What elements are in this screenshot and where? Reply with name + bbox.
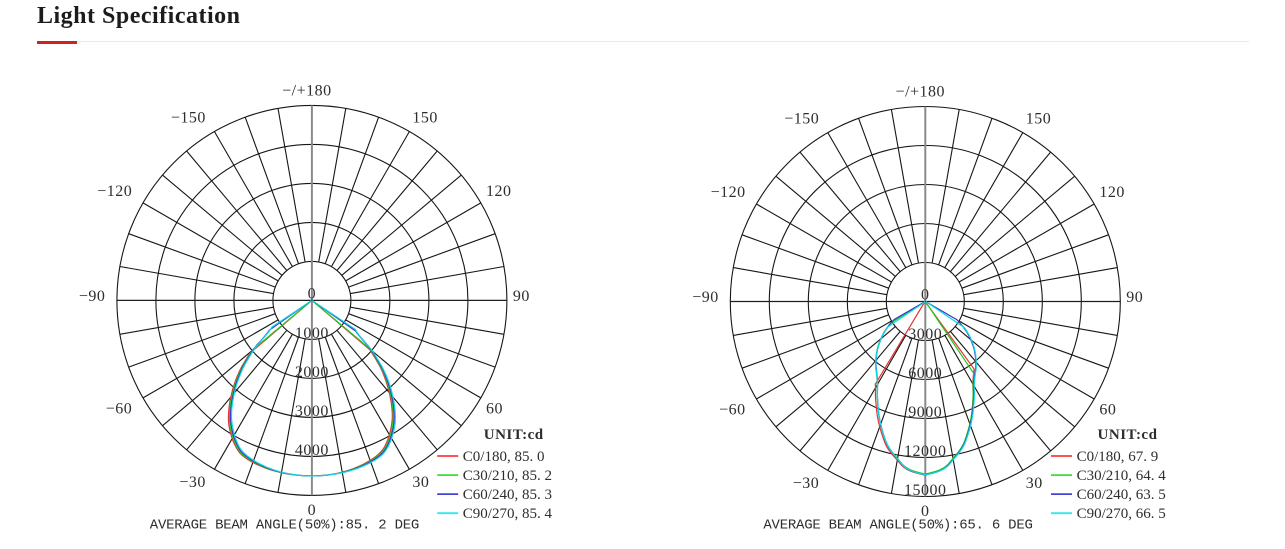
svg-text:3000: 3000: [908, 326, 942, 343]
svg-text:C90/270, 85. 4: C90/270, 85. 4: [463, 506, 553, 522]
svg-text:AVERAGE BEAM ANGLE(50%):65. 6: AVERAGE BEAM ANGLE(50%):65. 6 DEG: [763, 518, 1033, 534]
svg-text:90: 90: [1126, 289, 1143, 306]
svg-text:−90: −90: [692, 289, 719, 306]
svg-text:C30/210, 85. 2: C30/210, 85. 2: [463, 468, 552, 484]
svg-text:0: 0: [921, 503, 930, 520]
svg-text:60: 60: [486, 400, 503, 417]
svg-text:C0/180, 67. 9: C0/180, 67. 9: [1077, 449, 1159, 465]
svg-text:150: 150: [412, 109, 438, 126]
svg-text:0: 0: [308, 502, 317, 519]
svg-text:UNIT:cd: UNIT:cd: [1098, 427, 1158, 443]
svg-text:120: 120: [486, 183, 512, 200]
svg-text:−30: −30: [179, 474, 206, 491]
svg-text:−90: −90: [79, 288, 106, 305]
svg-text:−60: −60: [106, 400, 133, 417]
svg-text:0: 0: [308, 285, 317, 302]
svg-text:150: 150: [1026, 110, 1052, 127]
svg-text:30: 30: [412, 474, 429, 491]
svg-text:15000: 15000: [904, 482, 947, 499]
svg-text:−120: −120: [711, 184, 746, 201]
svg-text:−/+180: −/+180: [282, 82, 332, 99]
svg-text:C0/180, 85. 0: C0/180, 85. 0: [463, 449, 545, 465]
svg-text:120: 120: [1099, 184, 1125, 201]
svg-text:−30: −30: [793, 475, 820, 492]
svg-text:2000: 2000: [295, 364, 329, 381]
svg-text:60: 60: [1099, 402, 1116, 419]
svg-text:−120: −120: [97, 183, 132, 200]
svg-text:9000: 9000: [908, 404, 942, 421]
svg-text:−150: −150: [171, 109, 206, 126]
svg-text:12000: 12000: [904, 443, 947, 460]
svg-text:1000: 1000: [295, 325, 329, 342]
svg-text:90: 90: [513, 288, 530, 305]
svg-text:−60: −60: [719, 402, 746, 419]
svg-text:6000: 6000: [908, 365, 942, 382]
svg-text:3000: 3000: [295, 403, 329, 420]
svg-text:UNIT:cd: UNIT:cd: [484, 427, 544, 443]
svg-text:−/+180: −/+180: [896, 84, 946, 101]
svg-text:C30/210, 64. 4: C30/210, 64. 4: [1077, 468, 1167, 484]
svg-text:C60/240, 85. 3: C60/240, 85. 3: [463, 487, 552, 503]
svg-text:AVERAGE BEAM ANGLE(50%):85. 2: AVERAGE BEAM ANGLE(50%):85. 2 DEG: [150, 518, 420, 534]
svg-text:C90/270, 66. 5: C90/270, 66. 5: [1077, 506, 1166, 522]
svg-text:C60/240, 63. 5: C60/240, 63. 5: [1077, 487, 1166, 503]
svg-text:−150: −150: [784, 110, 819, 127]
svg-text:0: 0: [921, 287, 930, 304]
svg-text:30: 30: [1026, 475, 1043, 492]
svg-text:4000: 4000: [295, 442, 329, 459]
